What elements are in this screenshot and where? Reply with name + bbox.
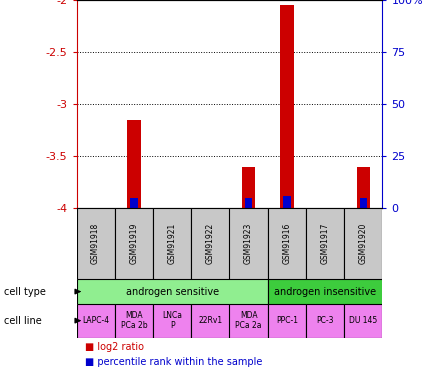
Text: cell line: cell line — [4, 316, 42, 326]
Bar — [230, 208, 268, 279]
Bar — [360, 198, 367, 208]
Text: ■ log2 ratio: ■ log2 ratio — [85, 342, 144, 352]
Bar — [153, 304, 191, 338]
Text: GSM91923: GSM91923 — [244, 223, 253, 264]
Bar — [115, 304, 153, 338]
Text: androgen insensitive: androgen insensitive — [274, 286, 376, 297]
Bar — [268, 208, 306, 279]
Bar — [191, 304, 230, 338]
Text: LAPC-4: LAPC-4 — [82, 316, 109, 325]
Bar — [127, 120, 141, 208]
Bar — [306, 304, 344, 338]
Bar — [283, 196, 291, 208]
Text: GSM91918: GSM91918 — [91, 223, 100, 264]
Text: MDA
PCa 2a: MDA PCa 2a — [235, 311, 262, 330]
Text: GSM91922: GSM91922 — [206, 223, 215, 264]
Bar — [268, 304, 306, 338]
Bar — [76, 208, 115, 279]
Bar — [130, 198, 138, 208]
Text: 22Rv1: 22Rv1 — [198, 316, 222, 325]
Text: GSM91919: GSM91919 — [129, 223, 139, 264]
Text: PPC-1: PPC-1 — [276, 316, 298, 325]
Bar — [76, 279, 268, 304]
Bar — [245, 198, 252, 208]
Text: PC-3: PC-3 — [316, 316, 334, 325]
Text: GSM91916: GSM91916 — [282, 223, 292, 264]
Bar — [280, 5, 294, 208]
Bar — [153, 208, 191, 279]
Text: LNCa
P: LNCa P — [162, 311, 182, 330]
Bar — [344, 304, 382, 338]
Bar — [76, 304, 115, 338]
Bar — [115, 208, 153, 279]
Text: MDA
PCa 2b: MDA PCa 2b — [121, 311, 147, 330]
Bar — [230, 304, 268, 338]
Text: GSM91917: GSM91917 — [320, 223, 330, 264]
Text: ■ percentile rank within the sample: ■ percentile rank within the sample — [85, 357, 262, 367]
Text: GSM91920: GSM91920 — [359, 223, 368, 264]
Bar — [357, 166, 370, 208]
Bar — [344, 208, 382, 279]
Bar — [242, 166, 255, 208]
Text: DU 145: DU 145 — [349, 316, 377, 325]
Text: androgen sensitive: androgen sensitive — [125, 286, 219, 297]
Bar — [268, 279, 382, 304]
Text: cell type: cell type — [4, 286, 46, 297]
Bar — [191, 208, 230, 279]
Text: GSM91921: GSM91921 — [167, 223, 177, 264]
Bar — [306, 208, 344, 279]
